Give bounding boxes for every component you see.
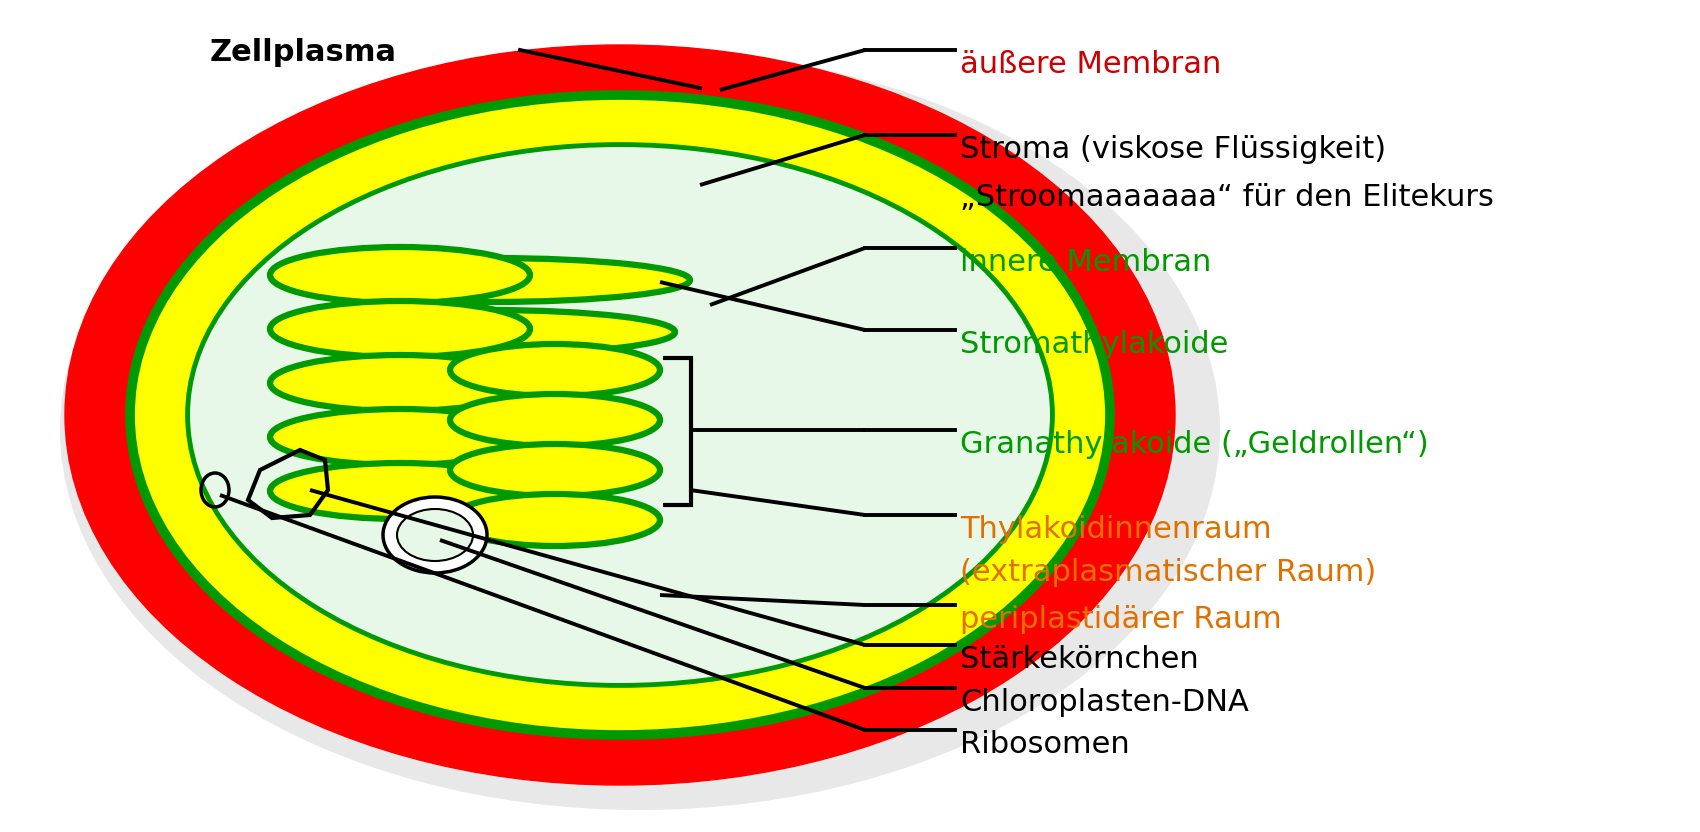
Ellipse shape bbox=[270, 409, 530, 465]
Ellipse shape bbox=[270, 463, 530, 519]
Text: Zellplasma: Zellplasma bbox=[211, 38, 398, 67]
Text: Stroma (viskose Flüssigkeit): Stroma (viskose Flüssigkeit) bbox=[960, 135, 1386, 164]
Ellipse shape bbox=[190, 147, 1051, 683]
Ellipse shape bbox=[450, 494, 660, 546]
Text: (extraplasmatischer Raum): (extraplasmatischer Raum) bbox=[960, 558, 1377, 587]
Text: Stromathylakoide: Stromathylakoide bbox=[960, 330, 1229, 359]
Text: Chloroplasten-DNA: Chloroplasten-DNA bbox=[960, 688, 1250, 717]
Ellipse shape bbox=[270, 301, 530, 357]
Text: Granathylakoide („Geldrollen“): Granathylakoide („Geldrollen“) bbox=[960, 430, 1428, 459]
Ellipse shape bbox=[450, 394, 660, 446]
Ellipse shape bbox=[60, 50, 1221, 810]
Ellipse shape bbox=[270, 355, 530, 411]
Ellipse shape bbox=[270, 247, 530, 303]
Text: Stärkekörnchen: Stärkekörnchen bbox=[960, 645, 1198, 674]
Text: innere Membran: innere Membran bbox=[960, 248, 1212, 277]
Text: Ribosomen: Ribosomen bbox=[960, 730, 1130, 759]
Ellipse shape bbox=[291, 258, 690, 302]
Ellipse shape bbox=[450, 444, 660, 496]
Ellipse shape bbox=[65, 45, 1175, 785]
Ellipse shape bbox=[398, 509, 473, 561]
Ellipse shape bbox=[304, 310, 675, 354]
Ellipse shape bbox=[129, 95, 1110, 735]
Text: Thylakoidinnenraum: Thylakoidinnenraum bbox=[960, 515, 1272, 544]
Text: periplastidärer Raum: periplastidärer Raum bbox=[960, 605, 1282, 634]
Text: „Stroomaaaaaaa“ für den Elitekurs: „Stroomaaaaaaa“ für den Elitekurs bbox=[960, 183, 1494, 212]
Ellipse shape bbox=[382, 497, 486, 573]
Text: äußere Membran: äußere Membran bbox=[960, 50, 1221, 79]
Ellipse shape bbox=[450, 344, 660, 396]
